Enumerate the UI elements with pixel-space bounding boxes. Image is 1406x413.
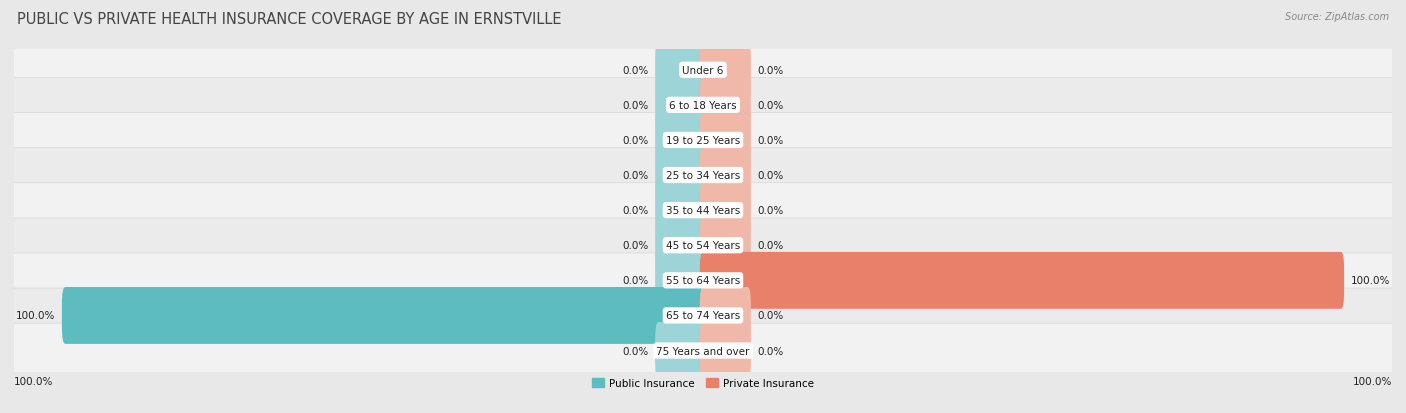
FancyBboxPatch shape xyxy=(13,288,1393,343)
FancyBboxPatch shape xyxy=(13,183,1393,238)
FancyBboxPatch shape xyxy=(700,217,751,274)
Text: 55 to 64 Years: 55 to 64 Years xyxy=(666,275,740,286)
FancyBboxPatch shape xyxy=(13,113,1393,168)
FancyBboxPatch shape xyxy=(700,147,751,204)
FancyBboxPatch shape xyxy=(655,42,706,99)
FancyBboxPatch shape xyxy=(13,323,1393,378)
Text: 0.0%: 0.0% xyxy=(758,346,783,356)
FancyBboxPatch shape xyxy=(13,43,1393,98)
Text: 19 to 25 Years: 19 to 25 Years xyxy=(666,135,740,146)
Legend: Public Insurance, Private Insurance: Public Insurance, Private Insurance xyxy=(588,374,818,392)
Text: 100.0%: 100.0% xyxy=(15,311,55,320)
Text: Source: ZipAtlas.com: Source: ZipAtlas.com xyxy=(1285,12,1389,22)
Text: 100.0%: 100.0% xyxy=(14,376,53,386)
FancyBboxPatch shape xyxy=(655,112,706,169)
Text: 25 to 34 Years: 25 to 34 Years xyxy=(666,171,740,180)
Text: 0.0%: 0.0% xyxy=(623,275,648,286)
FancyBboxPatch shape xyxy=(655,182,706,239)
FancyBboxPatch shape xyxy=(655,217,706,274)
Text: 0.0%: 0.0% xyxy=(758,241,783,251)
Text: 100.0%: 100.0% xyxy=(1351,275,1391,286)
Text: 35 to 44 Years: 35 to 44 Years xyxy=(666,206,740,216)
FancyBboxPatch shape xyxy=(13,218,1393,273)
Text: 0.0%: 0.0% xyxy=(623,241,648,251)
FancyBboxPatch shape xyxy=(655,252,706,309)
Text: 0.0%: 0.0% xyxy=(758,311,783,320)
Text: 0.0%: 0.0% xyxy=(623,101,648,111)
Text: 0.0%: 0.0% xyxy=(758,66,783,76)
FancyBboxPatch shape xyxy=(62,287,706,344)
FancyBboxPatch shape xyxy=(13,148,1393,203)
Text: 45 to 54 Years: 45 to 54 Years xyxy=(666,241,740,251)
FancyBboxPatch shape xyxy=(655,77,706,134)
Text: 100.0%: 100.0% xyxy=(1353,376,1392,386)
FancyBboxPatch shape xyxy=(655,322,706,379)
FancyBboxPatch shape xyxy=(700,42,751,99)
Text: 0.0%: 0.0% xyxy=(758,206,783,216)
Text: 0.0%: 0.0% xyxy=(623,206,648,216)
Text: 0.0%: 0.0% xyxy=(623,135,648,146)
Text: 0.0%: 0.0% xyxy=(623,346,648,356)
FancyBboxPatch shape xyxy=(700,77,751,134)
Text: 6 to 18 Years: 6 to 18 Years xyxy=(669,101,737,111)
FancyBboxPatch shape xyxy=(700,322,751,379)
Text: 65 to 74 Years: 65 to 74 Years xyxy=(666,311,740,320)
FancyBboxPatch shape xyxy=(655,147,706,204)
Text: 0.0%: 0.0% xyxy=(758,101,783,111)
FancyBboxPatch shape xyxy=(700,182,751,239)
Text: PUBLIC VS PRIVATE HEALTH INSURANCE COVERAGE BY AGE IN ERNSTVILLE: PUBLIC VS PRIVATE HEALTH INSURANCE COVER… xyxy=(17,12,561,27)
FancyBboxPatch shape xyxy=(13,78,1393,133)
FancyBboxPatch shape xyxy=(700,252,1344,309)
Text: 0.0%: 0.0% xyxy=(623,66,648,76)
FancyBboxPatch shape xyxy=(13,253,1393,308)
Text: 0.0%: 0.0% xyxy=(623,171,648,180)
Text: 0.0%: 0.0% xyxy=(758,135,783,146)
Text: 0.0%: 0.0% xyxy=(758,171,783,180)
Text: Under 6: Under 6 xyxy=(682,66,724,76)
Text: 75 Years and over: 75 Years and over xyxy=(657,346,749,356)
FancyBboxPatch shape xyxy=(700,287,751,344)
FancyBboxPatch shape xyxy=(700,112,751,169)
